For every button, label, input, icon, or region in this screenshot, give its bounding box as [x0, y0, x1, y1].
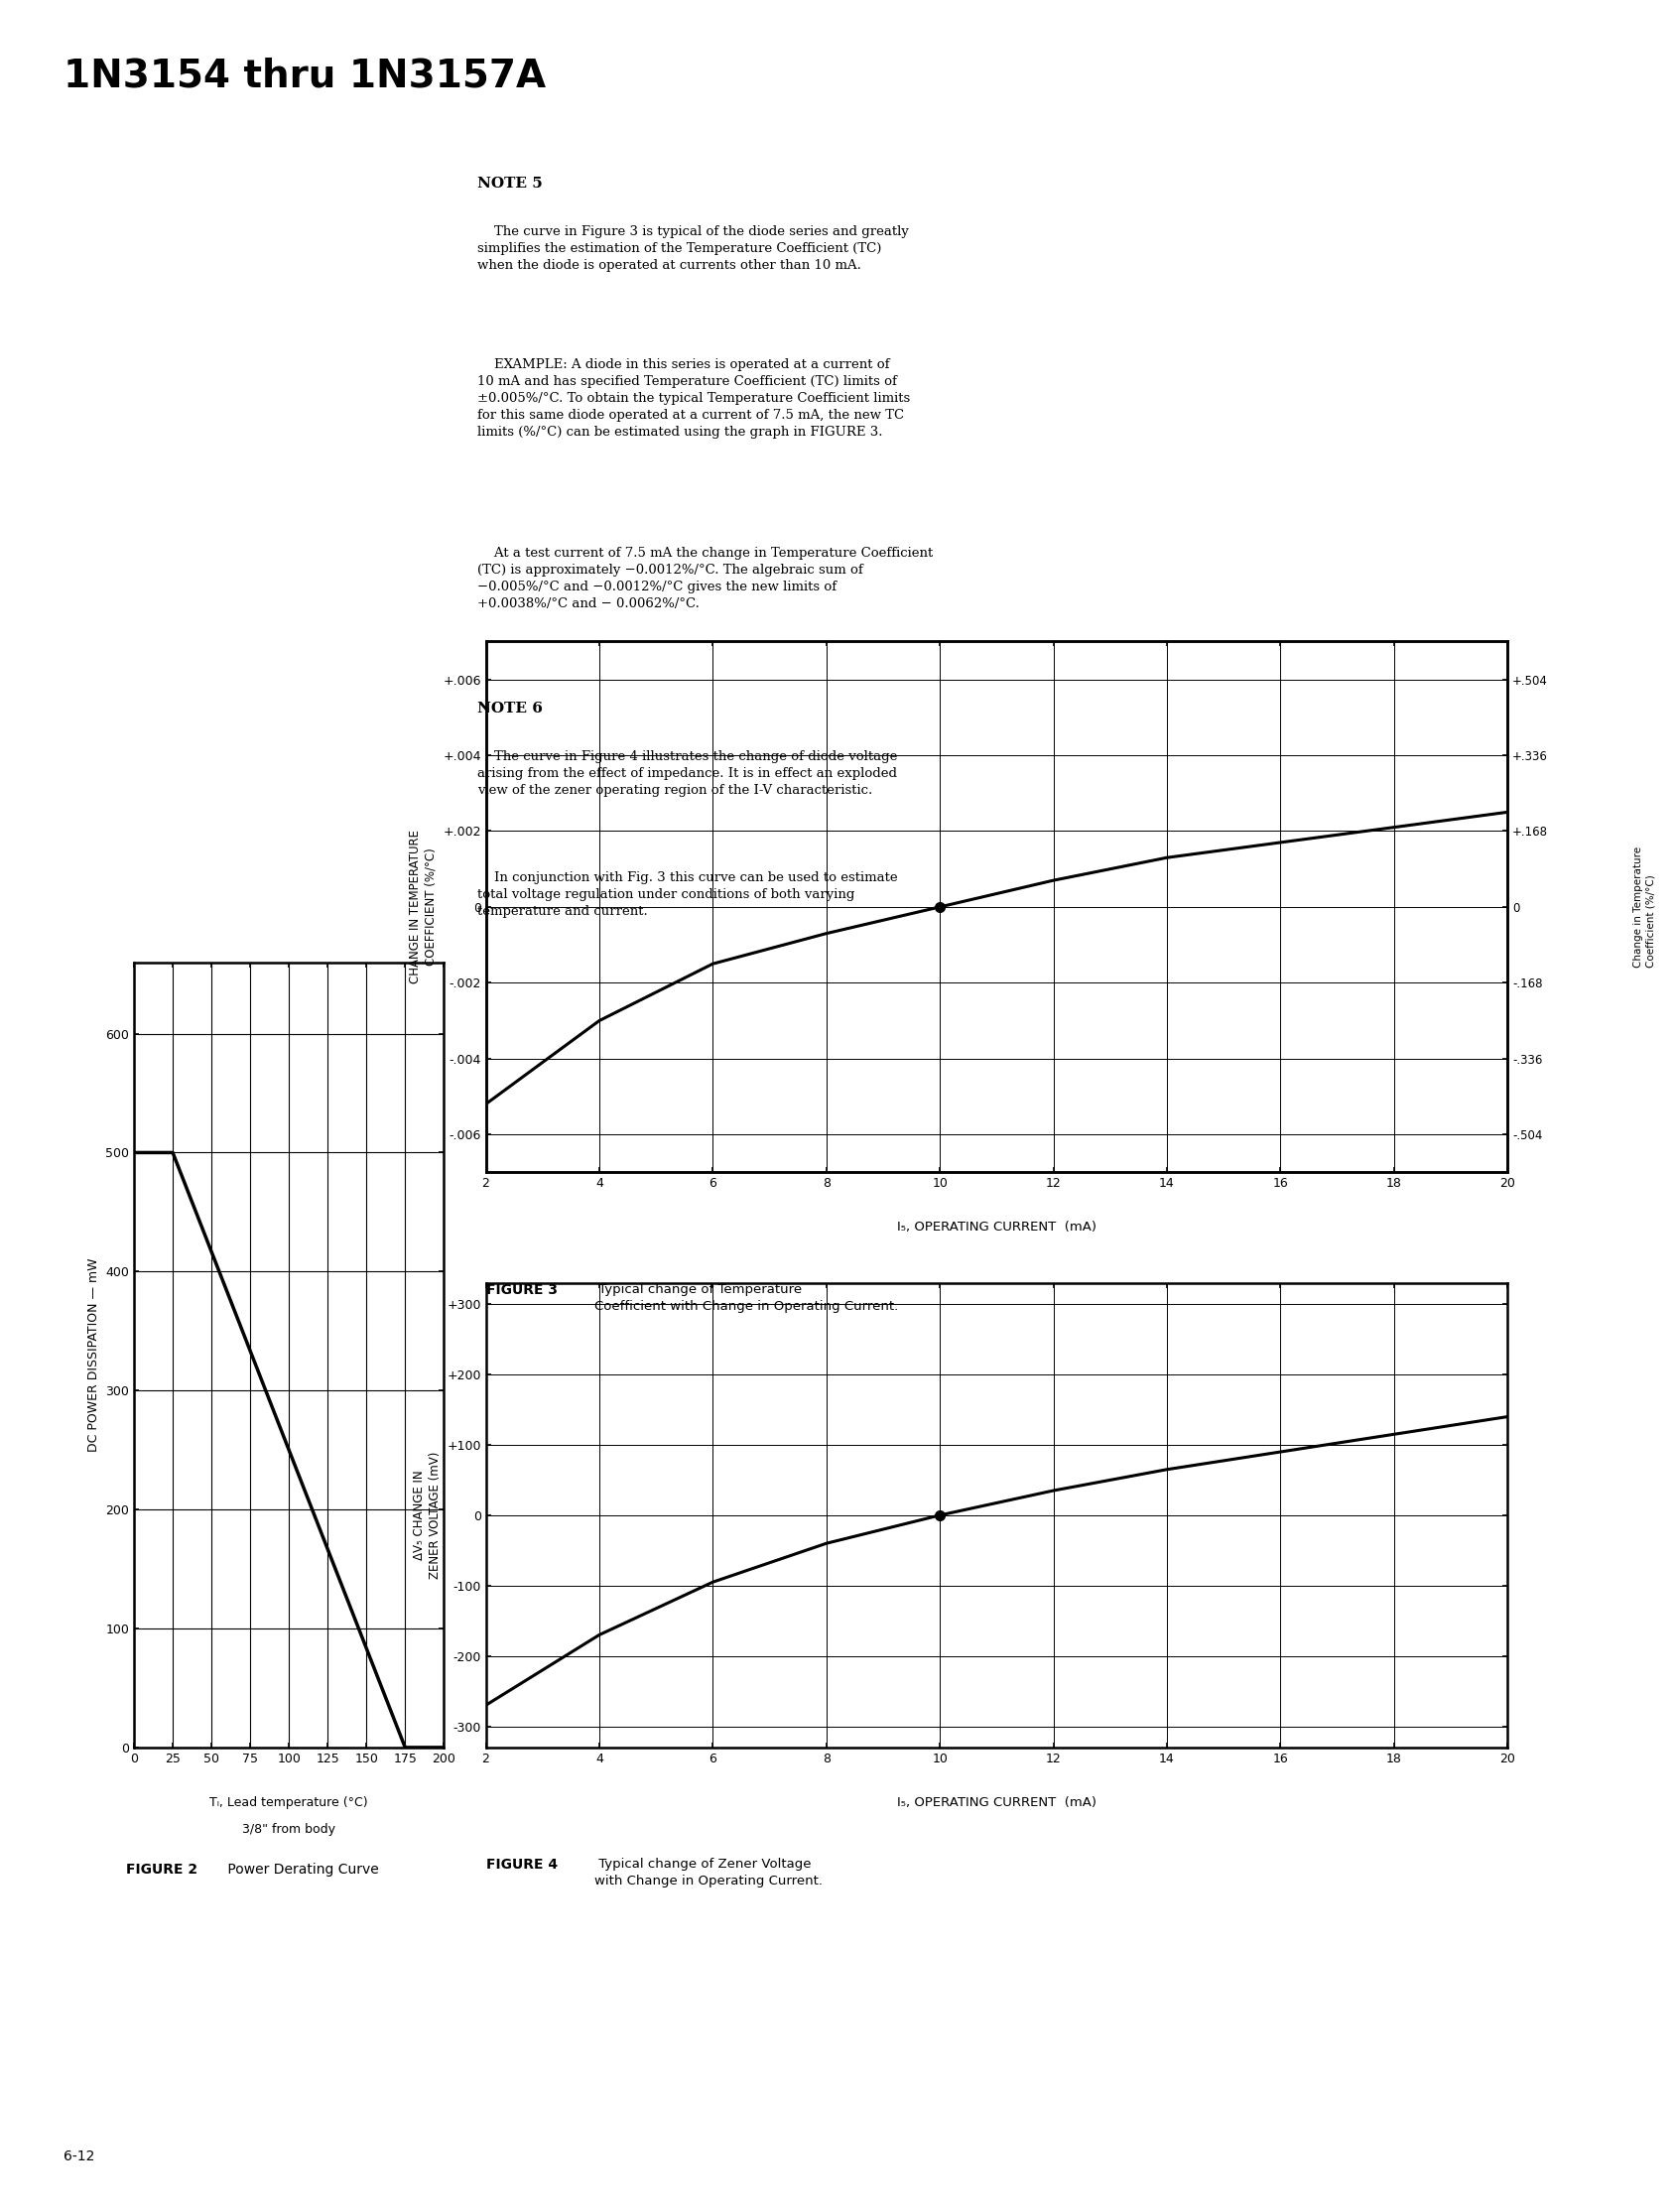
Text: The curve in Figure 4 illustrates the change of diode voltage
arising from the e: The curve in Figure 4 illustrates the ch… [477, 750, 898, 796]
Text: At a test current of 7.5 mA the change in Temperature Coefficient
(TC) is approx: At a test current of 7.5 mA the change i… [477, 546, 933, 611]
Y-axis label: DC POWER DISSIPATION — mW: DC POWER DISSIPATION — mW [87, 1259, 100, 1451]
Text: In conjunction with Fig. 3 this curve can be used to estimate
total voltage regu: In conjunction with Fig. 3 this curve ca… [477, 872, 898, 918]
Text: Typical change of Zener Voltage
with Change in Operating Current.: Typical change of Zener Voltage with Cha… [595, 1858, 822, 1887]
Text: Change in Temperature
Coefficient (%/°C): Change in Temperature Coefficient (%/°C) [1633, 847, 1655, 967]
Text: FIGURE 4: FIGURE 4 [486, 1858, 558, 1871]
Y-axis label: CHANGE IN TEMPERATURE
COEFFICIENT (%/°C): CHANGE IN TEMPERATURE COEFFICIENT (%/°C) [409, 830, 437, 984]
Text: Typical change of Temperature
Coefficient with Change in Operating Current.: Typical change of Temperature Coefficien… [595, 1283, 898, 1312]
Text: Power Derating Curve: Power Derating Curve [223, 1863, 379, 1876]
Text: 3/8" from body: 3/8" from body [243, 1823, 335, 1836]
Text: EXAMPLE: A diode in this series is operated at a current of
10 mA and has specif: EXAMPLE: A diode in this series is opera… [477, 358, 910, 438]
Text: I₅, OPERATING CURRENT  (mA): I₅, OPERATING CURRENT (mA) [896, 1796, 1097, 1809]
Text: I₅, OPERATING CURRENT  (mA): I₅, OPERATING CURRENT (mA) [896, 1221, 1097, 1234]
Text: The curve in Figure 3 is typical of the diode series and greatly
simplifies the : The curve in Figure 3 is typical of the … [477, 226, 910, 272]
Y-axis label: ΔV₅ CHANGE IN
ZENER VOLTAGE (mV): ΔV₅ CHANGE IN ZENER VOLTAGE (mV) [412, 1451, 441, 1579]
Text: FIGURE 3: FIGURE 3 [486, 1283, 558, 1296]
Text: 6-12: 6-12 [64, 2150, 95, 2163]
Text: NOTE 6: NOTE 6 [477, 701, 543, 714]
Text: Tₗ, Lead temperature (°C): Tₗ, Lead temperature (°C) [209, 1796, 368, 1809]
Text: FIGURE 2: FIGURE 2 [126, 1863, 198, 1876]
Text: 1N3154 thru 1N3157A: 1N3154 thru 1N3157A [64, 58, 546, 95]
Text: NOTE 5: NOTE 5 [477, 177, 543, 190]
